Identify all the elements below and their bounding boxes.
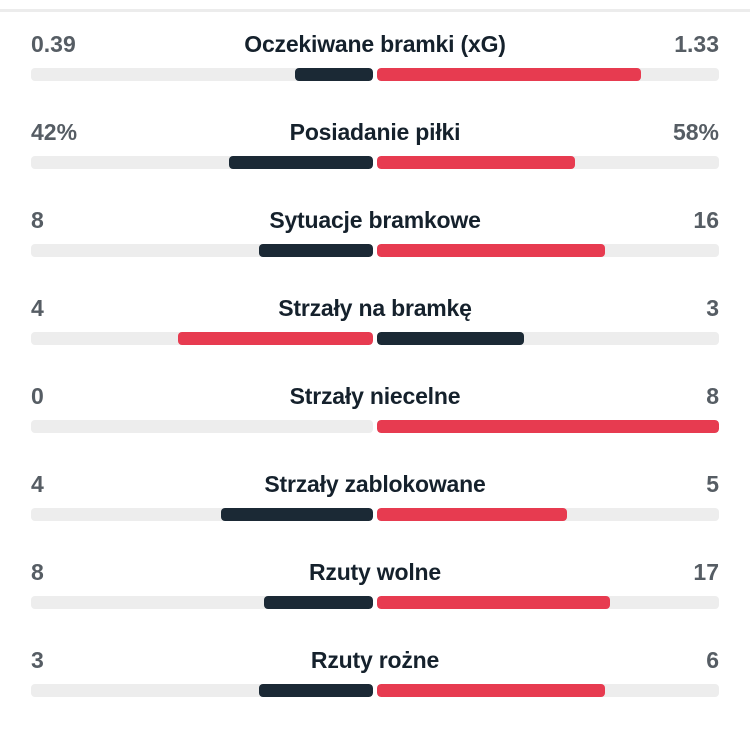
away-value: 1.33 — [674, 30, 719, 57]
home-bar-track — [31, 332, 373, 345]
away-bar-track — [377, 244, 719, 257]
away-value: 16 — [693, 206, 719, 233]
home-bar-fill — [177, 332, 373, 345]
away-bar-fill — [377, 68, 642, 81]
home-value: 0.39 — [31, 30, 76, 57]
home-value: 8 — [31, 558, 44, 585]
away-bar-track — [377, 596, 719, 609]
home-bar-fill — [221, 508, 373, 521]
stat-head: 4 Strzały zablokowane 5 — [0, 460, 750, 508]
stat-bars — [31, 332, 719, 345]
away-bar-fill — [377, 684, 605, 697]
away-bar-fill — [377, 508, 567, 521]
stat-head: 8 Sytuacje bramkowe 16 — [0, 196, 750, 244]
home-value: 4 — [31, 470, 44, 497]
home-value: 3 — [31, 646, 44, 673]
stat-bars — [31, 508, 719, 521]
away-bar-track — [377, 420, 719, 433]
home-bar-fill — [229, 156, 373, 169]
away-bar-track — [377, 332, 719, 345]
away-value: 8 — [706, 382, 719, 409]
home-bar-track — [31, 508, 373, 521]
stat-head: 0 Strzały niecelne 8 — [0, 372, 750, 420]
top-divider — [0, 9, 750, 12]
stat-label: Strzały na bramkę — [278, 294, 472, 321]
stat-row: 0 Strzały niecelne 8 — [0, 372, 750, 433]
stat-label: Strzały niecelne — [289, 382, 461, 409]
match-statistics-panel: 0.39 Oczekiwane bramki (xG) 1.33 42% Pos… — [0, 12, 750, 697]
stat-label: Sytuacje bramkowe — [269, 206, 481, 233]
home-bar-track — [31, 596, 373, 609]
home-bar-fill — [259, 684, 373, 697]
stat-row: 8 Sytuacje bramkowe 16 — [0, 196, 750, 257]
stat-row: 42% Posiadanie piłki 58% — [0, 108, 750, 169]
away-value: 6 — [706, 646, 719, 673]
away-bar-track — [377, 68, 719, 81]
stat-label: Posiadanie piłki — [289, 118, 461, 145]
home-bar-fill — [259, 244, 373, 257]
home-bar-fill — [263, 596, 373, 609]
away-bar-fill — [377, 244, 605, 257]
home-bar-track — [31, 684, 373, 697]
away-bar-track — [377, 508, 719, 521]
home-value: 4 — [31, 294, 44, 321]
stat-label: Oczekiwane bramki (xG) — [244, 30, 506, 57]
stat-row: 4 Strzały zablokowane 5 — [0, 460, 750, 521]
home-bar-track — [31, 68, 373, 81]
stat-bars — [31, 420, 719, 433]
away-value: 5 — [706, 470, 719, 497]
stat-bars — [31, 244, 719, 257]
stat-bars — [31, 684, 719, 697]
stat-head: 8 Rzuty wolne 17 — [0, 548, 750, 596]
home-value: 8 — [31, 206, 44, 233]
stat-head: 4 Strzały na bramkę 3 — [0, 284, 750, 332]
stat-row: 8 Rzuty wolne 17 — [0, 548, 750, 609]
stat-head: 0.39 Oczekiwane bramki (xG) 1.33 — [0, 20, 750, 68]
home-bar-fill — [295, 68, 373, 81]
stat-row: 0.39 Oczekiwane bramki (xG) 1.33 — [0, 20, 750, 81]
stat-label: Rzuty wolne — [309, 558, 441, 585]
home-bar-track — [31, 420, 373, 433]
home-value: 0 — [31, 382, 44, 409]
away-value: 3 — [706, 294, 719, 321]
away-value: 58% — [672, 118, 719, 145]
away-value: 17 — [693, 558, 719, 585]
stat-bars — [31, 156, 719, 169]
home-bar-track — [31, 244, 373, 257]
stat-row: 3 Rzuty rożne 6 — [0, 636, 750, 697]
stat-label: Rzuty rożne — [310, 646, 440, 673]
away-bar-track — [377, 156, 719, 169]
stat-head: 42% Posiadanie piłki 58% — [0, 108, 750, 156]
home-value: 42% — [31, 118, 78, 145]
stat-label: Strzały zablokowane — [264, 470, 486, 497]
away-bar-fill — [377, 156, 576, 169]
stat-bars — [31, 596, 719, 609]
stat-bars — [31, 68, 719, 81]
away-bar-fill — [377, 596, 610, 609]
away-bar-track — [377, 684, 719, 697]
stat-row: 4 Strzały na bramkę 3 — [0, 284, 750, 345]
home-bar-track — [31, 156, 373, 169]
away-bar-fill — [377, 420, 719, 433]
away-bar-fill — [377, 332, 524, 345]
stat-head: 3 Rzuty rożne 6 — [0, 636, 750, 684]
